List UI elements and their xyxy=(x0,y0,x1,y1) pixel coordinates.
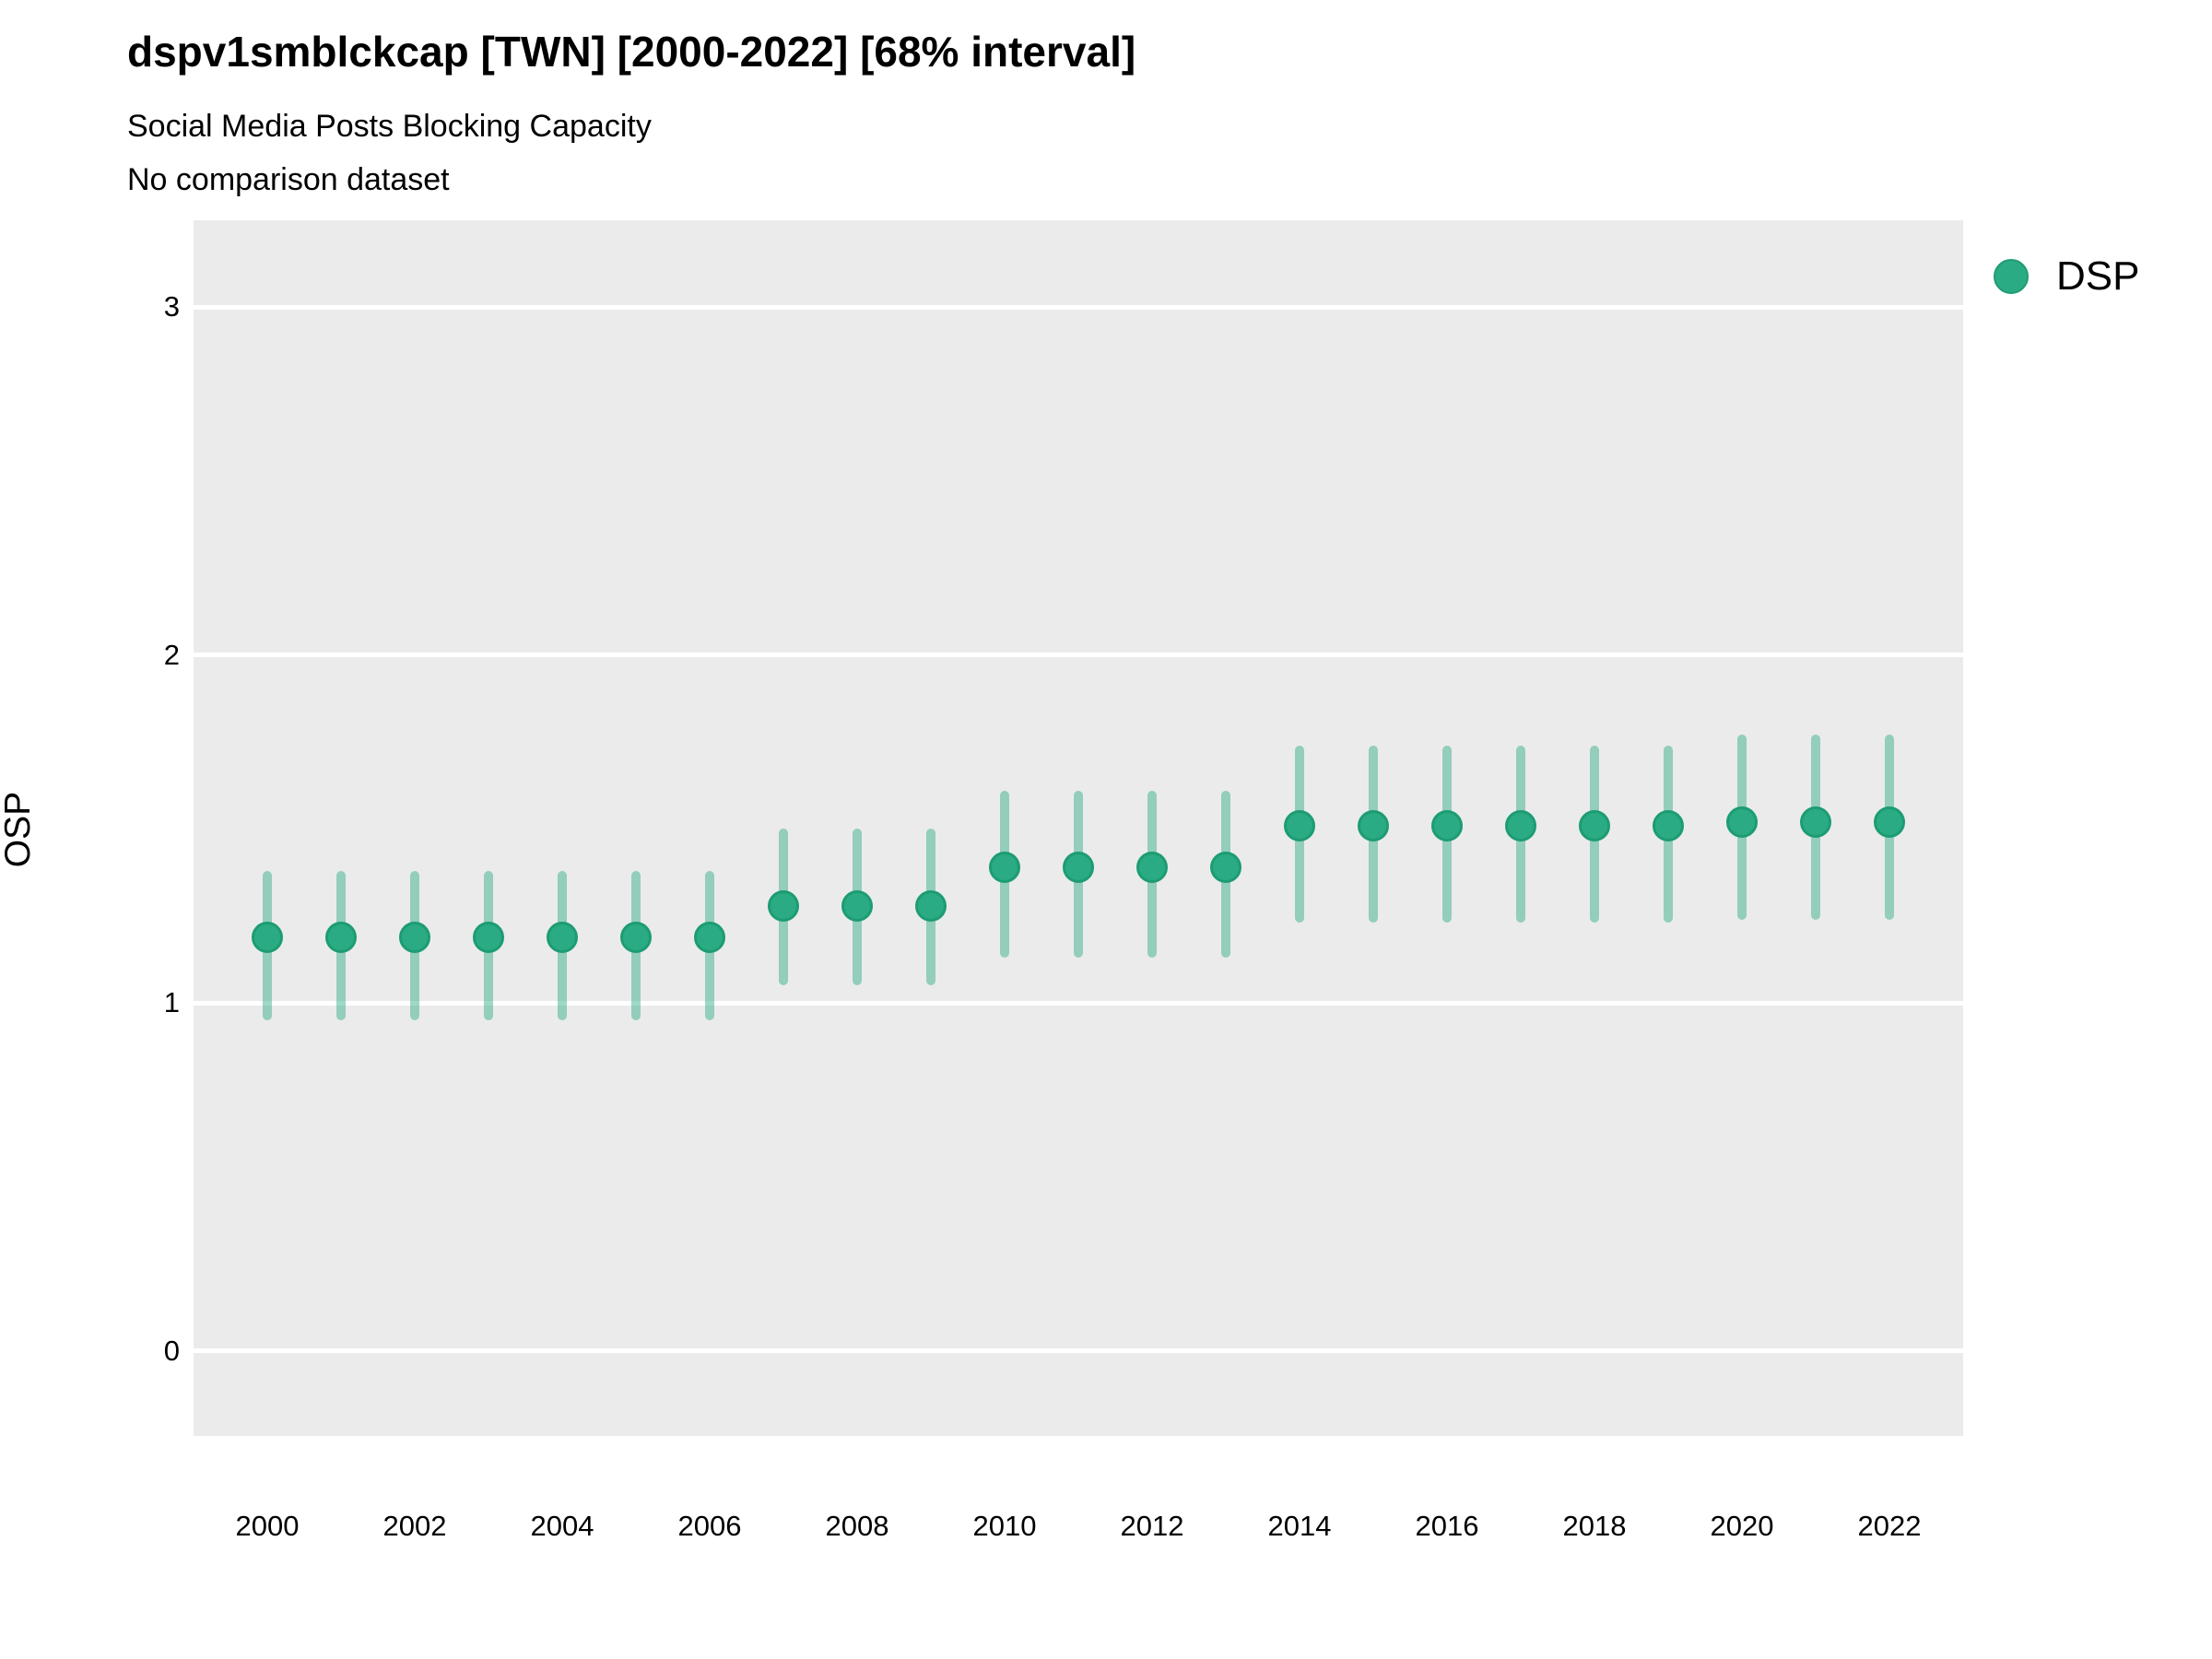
chart-title: dspv1smblckcap [TWN] [2000-2022] [68% in… xyxy=(127,28,1136,76)
x-tick-2016: 2016 xyxy=(1415,1510,1479,1542)
x-tick-2000: 2000 xyxy=(235,1510,300,1542)
y-axis-label: OSP xyxy=(0,791,38,868)
point-2003 xyxy=(473,921,504,953)
point-2017 xyxy=(1505,809,1536,841)
point-2002 xyxy=(399,921,430,953)
x-tick-2018: 2018 xyxy=(1562,1510,1627,1542)
legend-dsp-point-icon xyxy=(1994,259,2029,294)
point-2009 xyxy=(915,889,947,922)
y-tick-2: 2 xyxy=(163,638,180,671)
point-2019 xyxy=(1653,809,1684,841)
gridline-y-1 xyxy=(194,1000,1963,1006)
point-2021 xyxy=(1800,806,1831,838)
point-2022 xyxy=(1874,806,1905,838)
point-2008 xyxy=(841,889,873,922)
legend-dsp-label: DSP xyxy=(2056,253,2140,299)
point-2004 xyxy=(547,921,578,953)
x-tick-2020: 2020 xyxy=(1710,1510,1774,1542)
point-2010 xyxy=(989,851,1020,883)
point-2020 xyxy=(1726,806,1758,838)
point-2001 xyxy=(325,921,357,953)
x-tick-2012: 2012 xyxy=(1120,1510,1184,1542)
point-2011 xyxy=(1063,851,1094,883)
gridline-y-3 xyxy=(194,304,1963,310)
x-tick-2002: 2002 xyxy=(382,1510,447,1542)
x-tick-2010: 2010 xyxy=(972,1510,1037,1542)
plot-panel xyxy=(194,220,1963,1436)
x-tick-2006: 2006 xyxy=(677,1510,742,1542)
x-tick-2004: 2004 xyxy=(530,1510,594,1542)
x-tick-2014: 2014 xyxy=(1267,1510,1332,1542)
chart-subtitle: Social Media Posts Blocking Capacity xyxy=(127,109,652,144)
legend: DSP xyxy=(1994,249,2139,304)
x-tick-2008: 2008 xyxy=(825,1510,889,1542)
y-tick-3: 3 xyxy=(163,290,180,324)
point-2018 xyxy=(1579,809,1610,841)
y-tick-0: 0 xyxy=(163,1334,180,1367)
x-tick-2022: 2022 xyxy=(1857,1510,1922,1542)
gridline-y-2 xyxy=(194,653,1963,658)
point-2006 xyxy=(694,921,725,953)
gridline-y-0 xyxy=(194,1348,1963,1354)
point-2014 xyxy=(1284,809,1315,841)
point-2013 xyxy=(1210,851,1241,883)
chart-note: No comparison dataset xyxy=(127,162,450,197)
point-2015 xyxy=(1358,809,1389,841)
point-2007 xyxy=(768,889,799,922)
point-2012 xyxy=(1136,851,1168,883)
point-2000 xyxy=(252,921,283,953)
point-2016 xyxy=(1431,809,1463,841)
point-2005 xyxy=(620,921,652,953)
y-tick-1: 1 xyxy=(163,986,180,1019)
